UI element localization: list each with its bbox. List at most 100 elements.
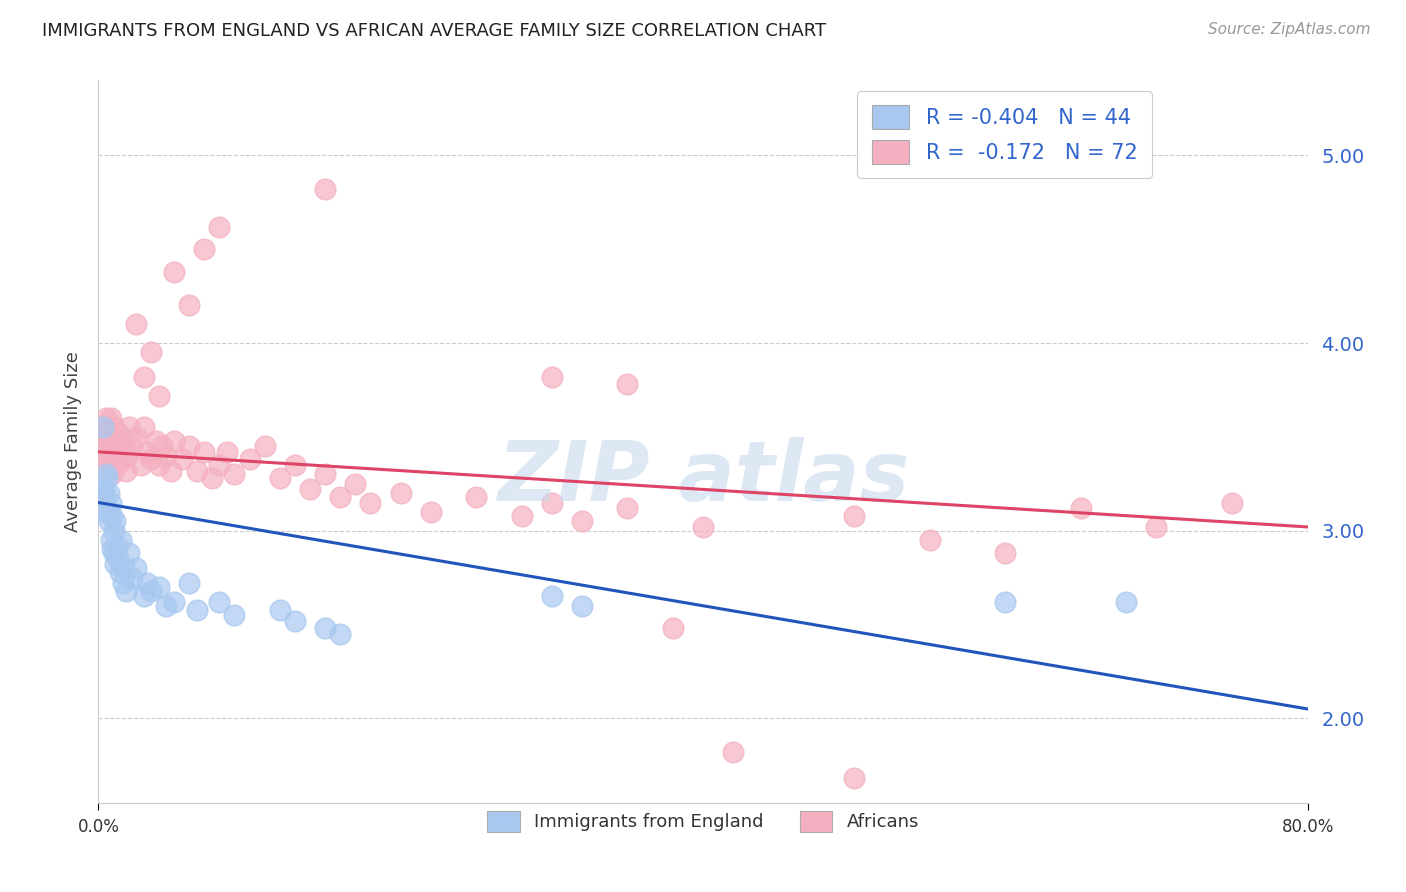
Point [844,508,866,523]
Point [98,514,121,528]
Point [723,745,745,759]
Point [94,430,117,444]
Point [93,483,115,497]
Point [284,614,307,628]
Point [100,495,122,509]
Point [132,369,155,384]
Point [179,439,201,453]
Point [112,561,135,575]
Point [110,533,132,547]
Point [100,533,122,547]
Point [107,426,129,441]
Point [101,467,124,482]
Point [141,583,163,598]
Point [540,369,562,384]
Point [179,298,201,312]
Point [125,318,148,332]
Point [1070,501,1092,516]
Point [101,508,124,523]
Point [616,377,638,392]
Point [96,458,118,472]
Point [111,576,134,591]
Point [540,590,562,604]
Point [160,464,183,478]
Point [98,486,121,500]
Point [108,445,131,459]
Point [96,501,118,516]
Point [94,505,117,519]
Point [94,467,117,482]
Point [132,420,155,434]
Point [918,533,941,547]
Point [224,608,246,623]
Point [100,411,122,425]
Point [314,467,336,482]
Point [314,621,336,635]
Point [93,490,115,504]
Point [141,345,163,359]
Point [208,458,231,472]
Text: IMMIGRANTS FROM ENGLAND VS AFRICAN AVERAGE FAMILY SIZE CORRELATION CHART: IMMIGRANTS FROM ENGLAND VS AFRICAN AVERA… [42,22,827,40]
Point [104,434,127,448]
Point [329,627,352,641]
Point [269,471,291,485]
Point [100,452,122,467]
Point [201,471,224,485]
Point [103,449,125,463]
Point [284,458,307,472]
Point [132,590,155,604]
Point [253,439,276,453]
Point [148,458,170,472]
Point [170,452,193,467]
Point [93,420,115,434]
Point [193,445,215,459]
Point [105,458,128,472]
Point [91,420,114,434]
Point [1144,520,1167,534]
Point [135,445,157,459]
Point [93,439,115,453]
Text: Source: ZipAtlas.com: Source: ZipAtlas.com [1208,22,1371,37]
Point [163,434,186,448]
Point [125,430,148,444]
Point [1220,495,1243,509]
Point [314,182,336,196]
Point [239,452,262,467]
Point [299,483,322,497]
Point [103,524,125,538]
Point [571,514,593,528]
Point [145,434,167,448]
Point [129,458,152,472]
Point [208,595,231,609]
Point [108,565,131,579]
Point [103,546,125,560]
Point [360,495,382,509]
Point [186,464,208,478]
Point [91,452,114,467]
Point [329,490,352,504]
Point [215,445,238,459]
Point [114,464,136,478]
Point [111,452,134,467]
Point [121,571,143,585]
Point [141,452,163,467]
Point [692,520,714,534]
Point [661,621,683,635]
Point [96,471,118,485]
Point [540,495,562,509]
Point [208,219,231,234]
Point [118,546,141,560]
Point [118,420,141,434]
Y-axis label: Average Family Size: Average Family Size [63,351,82,532]
Point [163,595,186,609]
Point [150,439,173,453]
Point [103,420,125,434]
Point [110,430,132,444]
Point [389,486,412,500]
Point [115,449,138,463]
Point [186,602,208,616]
Point [571,599,593,613]
Point [193,242,215,256]
Text: ZIP atlas: ZIP atlas [496,437,910,518]
Point [163,265,186,279]
